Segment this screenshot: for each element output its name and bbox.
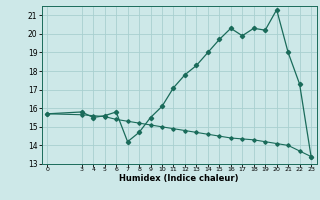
X-axis label: Humidex (Indice chaleur): Humidex (Indice chaleur) <box>119 174 239 183</box>
